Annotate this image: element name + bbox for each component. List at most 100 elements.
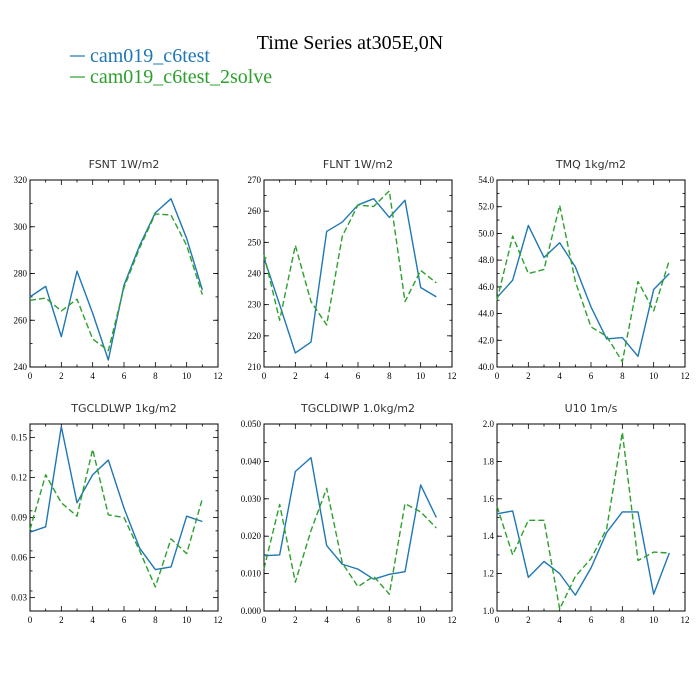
x-tick-label: 10 [416,371,426,381]
x-tick-label: 4 [557,371,562,381]
y-tick-label: 270 [248,175,262,185]
series-line [263,197,437,354]
plot-frame [263,423,453,612]
y-tick-label: 42.0 [478,335,494,345]
x-tick-label: 10 [182,615,192,625]
y-tick-label: 0.010 [241,569,262,579]
series-line [496,224,670,358]
x-tick-label: 4 [557,615,562,625]
y-tick-label: 210 [248,362,262,372]
y-tick-label: 250 [248,237,262,247]
x-tick-label: 0 [262,615,267,625]
legend-item: cam019_c6test [70,45,210,67]
chart-title: Time Series at305E,0N [257,32,443,54]
y-tick-label: 280 [14,269,28,279]
chart-panel: U10 1m/s 0 2 4 6 8 10 12 1.0 1.2 1.4 1.6 1.8 2.0 [483,402,690,625]
x-tick-label: 2 [59,371,64,381]
x-tick-label: 0 [28,615,33,625]
x-tick-label: 10 [649,371,659,381]
y-tick-label: 0.000 [241,606,262,616]
series-line [496,204,670,363]
x-tick-label: 4 [90,615,95,625]
x-tick-label: 10 [649,615,659,625]
series-line [496,431,670,610]
x-tick-label: 4 [90,371,95,381]
series-line [29,448,204,588]
x-tick-label: 12 [448,615,457,625]
x-tick-label: 2 [526,615,531,625]
series-line [263,487,437,595]
y-tick-label: 240 [14,362,28,372]
series-line [29,213,203,352]
panel-title: FSNT 1W/m2 [89,158,160,171]
series-line [263,190,437,326]
series-line [29,425,203,571]
y-tick-label: 240 [248,269,262,279]
x-tick-label: 12 [681,615,690,625]
y-tick-label: 0.06 [11,553,27,563]
x-tick-label: 2 [293,371,298,381]
y-tick-label: 52.0 [478,202,494,212]
y-tick-label: 260 [248,206,262,216]
x-tick-label: 2 [526,371,531,381]
x-tick-label: 12 [214,615,223,625]
y-tick-label: 1.6 [483,494,495,504]
x-tick-label: 6 [589,615,594,625]
panel-title: TGCLDIWP 1.0kg/m2 [300,402,415,415]
panel-title: TGCLDLWP 1kg/m2 [70,402,176,415]
x-tick-label: 6 [122,371,127,381]
x-tick-label: 8 [153,615,158,625]
x-tick-label: 10 [182,371,192,381]
x-tick-label: 0 [28,371,33,381]
x-tick-label: 12 [681,371,690,381]
x-tick-label: 2 [59,615,64,625]
y-tick-label: 0.12 [11,472,27,482]
series-line [29,197,203,361]
y-tick-label: 1.4 [483,531,495,541]
y-tick-label: 0.020 [241,531,262,541]
y-tick-label: 260 [14,315,28,325]
y-tick-label: 44.0 [478,309,494,319]
x-tick-label: 10 [416,615,426,625]
y-tick-label: 300 [14,222,28,232]
y-tick-label: 220 [248,331,262,341]
x-tick-label: 0 [495,371,500,381]
y-tick-label: 0.050 [241,419,262,429]
y-tick-label: 1.8 [483,456,495,466]
x-tick-label: 6 [589,371,594,381]
y-tick-label: 1.2 [483,569,494,579]
y-tick-label: 0.15 [11,432,27,442]
y-tick-label: 0.030 [241,494,262,504]
legend-label: cam019_c6test_2solve [90,66,272,88]
y-tick-label: 0.040 [241,456,262,466]
panel-title: U10 1m/s [565,402,618,415]
x-tick-label: 6 [356,615,361,625]
chart-panel: TGCLDLWP 1kg/m2 0 2 4 6 8 10 12 0.03 0.06 0.09 0.12… [11,402,222,625]
plot-frame [496,179,686,368]
y-tick-label: 48.0 [478,255,494,265]
y-tick-label: 2.0 [483,419,495,429]
x-tick-label: 12 [214,371,223,381]
y-tick-label: 0.09 [11,513,27,523]
chart-panel: FLNT 1W/m2 0 2 4 6 8 10 12 210 220 230 240 250 260 270 [248,158,457,381]
series-line [263,456,437,580]
series-line [496,510,670,596]
y-tick-label: 320 [14,175,28,185]
x-tick-label: 0 [495,615,500,625]
panel-title: TMQ 1kg/m2 [555,158,626,171]
chart-panel: TGCLDIWP 1.0kg/m2 0 2 4 6 8 10 12 0.000 0.010 0.02… [241,402,457,625]
y-tick-label: 1.0 [483,606,495,616]
x-tick-label: 8 [387,615,392,625]
x-tick-label: 12 [448,371,457,381]
y-tick-label: 40.0 [478,362,494,372]
y-tick-label: 50.0 [478,228,494,238]
y-tick-label: 230 [248,300,262,310]
y-tick-label: 46.0 [478,282,494,292]
plot-frame [29,179,219,368]
chart-panel: FSNT 1W/m2 0 2 4 6 8 10 12 240 260 280 300 320 [14,158,223,381]
y-tick-label: 54.0 [478,175,494,185]
y-tick-label: 0.03 [11,593,27,603]
